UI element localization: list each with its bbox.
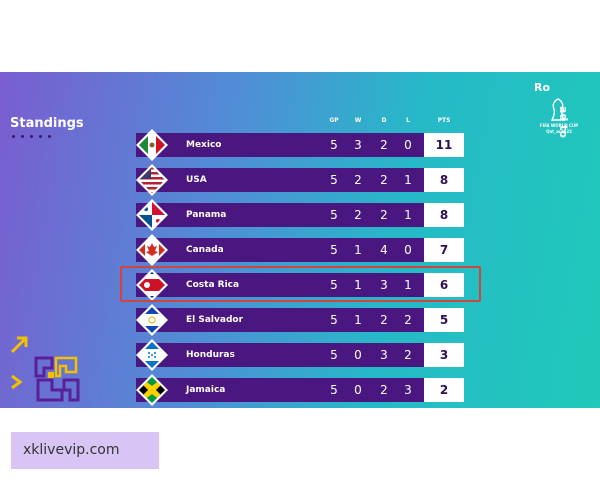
gp-value: 5 [330, 278, 338, 292]
l-value: 3 [404, 383, 412, 397]
team-name: Costa Rica [186, 280, 240, 290]
gp-value: 5 [330, 208, 338, 222]
pts-value: 7 [424, 238, 464, 262]
team-name: Jamaica [186, 385, 226, 395]
w-value: 2 [354, 208, 362, 222]
pts-value: 8 [424, 203, 464, 227]
table-row: Canada 5 1 4 0 7 [136, 234, 464, 266]
table-row: Mexico 5 3 2 0 11 [136, 129, 464, 161]
l-value: 2 [404, 313, 412, 327]
world-cup-emblem-icon [550, 98, 566, 121]
pts-value: 6 [424, 273, 464, 297]
column-header-w: W [354, 117, 362, 124]
team-name: Panama [186, 210, 227, 220]
standings-graphic: Standings GP W D L PTS Mexico 5 3 2 0 11 [0, 72, 600, 408]
table-row: Honduras 5 0 3 2 3 [136, 339, 464, 371]
pts-value: 8 [424, 168, 464, 192]
mexico-flag-icon [136, 129, 168, 161]
el-salvador-flag-icon [136, 304, 168, 336]
l-value: 1 [404, 208, 412, 222]
pts-value: 11 [424, 133, 464, 157]
d-value: 2 [380, 383, 388, 397]
d-value: 3 [380, 278, 388, 292]
w-value: 0 [354, 348, 362, 362]
canada-flag-icon [136, 234, 168, 266]
d-value: 2 [380, 208, 388, 222]
w-value: 2 [354, 173, 362, 187]
pts-value: 5 [424, 308, 464, 332]
pts-value: 3 [424, 343, 464, 367]
gp-value: 5 [330, 243, 338, 257]
table-row: Costa Rica 5 1 3 1 6 [136, 269, 464, 301]
dots-decoration [12, 135, 51, 138]
logo-sub1: FIFA WORLD CUP [539, 123, 579, 128]
column-header-gp: GP [329, 117, 339, 124]
column-header-pts: PTS [437, 117, 451, 124]
w-value: 1 [354, 243, 362, 257]
team-name: Canada [186, 245, 224, 255]
l-value: 1 [404, 278, 412, 292]
column-header-l: L [406, 117, 410, 124]
d-value: 2 [380, 173, 388, 187]
logo-text-ro: Ro [534, 81, 551, 94]
d-value: 3 [380, 348, 388, 362]
l-value: 1 [404, 173, 412, 187]
w-value: 1 [354, 278, 362, 292]
column-header-d: D [381, 117, 387, 124]
logo-sub2: Qat_ar2022 [546, 129, 572, 134]
table-row: Panama 5 2 2 1 8 [136, 199, 464, 231]
d-value: 2 [380, 313, 388, 327]
gp-value: 5 [330, 173, 338, 187]
w-value: 3 [354, 138, 362, 152]
team-name: Mexico [186, 140, 222, 150]
table-row: El Salvador 5 1 2 2 5 [136, 304, 464, 336]
l-value: 2 [404, 348, 412, 362]
table-row: USA 5 2 2 1 8 [136, 164, 464, 196]
team-name: USA [186, 175, 207, 185]
gp-value: 5 [330, 348, 338, 362]
gp-value: 5 [330, 313, 338, 327]
gp-value: 5 [330, 138, 338, 152]
l-value: 0 [404, 243, 412, 257]
w-value: 0 [354, 383, 362, 397]
decorative-pattern-icon [10, 336, 80, 402]
jamaica-flag-icon [136, 374, 168, 406]
usa-flag-icon [136, 164, 168, 196]
l-value: 0 [404, 138, 412, 152]
team-name: Honduras [186, 350, 235, 360]
panama-flag-icon [136, 199, 168, 231]
w-value: 1 [354, 313, 362, 327]
pts-value: 2 [424, 378, 464, 402]
page-title: Standings [10, 116, 84, 131]
d-value: 2 [380, 138, 388, 152]
table-row: Jamaica 5 0 2 3 2 [136, 374, 464, 406]
costa-rica-flag-icon [136, 269, 168, 301]
gp-value: 5 [330, 383, 338, 397]
watermark-label: xklivevip.com [11, 432, 159, 469]
honduras-flag-icon [136, 339, 168, 371]
highlight-box [120, 266, 481, 302]
d-value: 4 [380, 243, 388, 257]
team-name: El Salvador [186, 315, 244, 325]
